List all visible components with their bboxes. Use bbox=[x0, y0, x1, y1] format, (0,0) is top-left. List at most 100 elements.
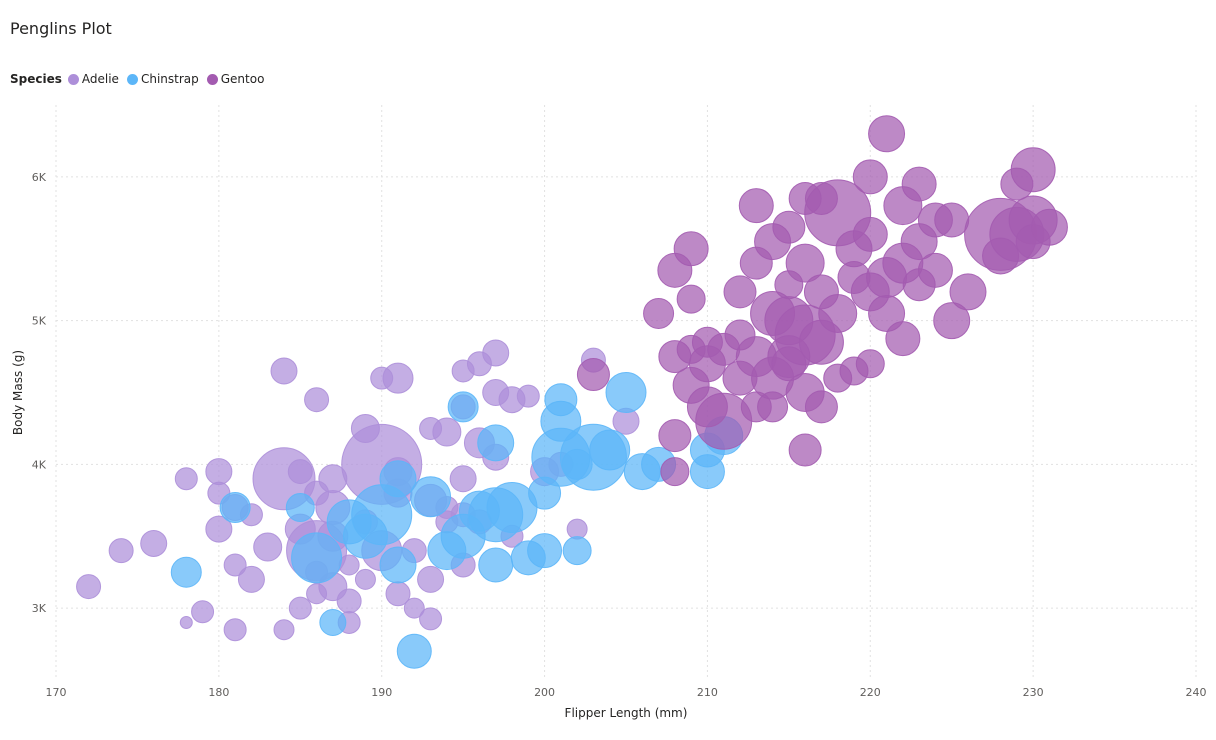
point-chinstrap[interactable] bbox=[527, 533, 563, 569]
legend-label-chinstrap: Chinstrap bbox=[140, 72, 199, 86]
point-gentoo[interactable] bbox=[738, 188, 774, 224]
point-gentoo[interactable] bbox=[902, 268, 936, 302]
x-axis-title: Flipper Length (mm) bbox=[565, 706, 688, 720]
point-adelie[interactable] bbox=[338, 554, 360, 576]
legend: Species Adelie Chinstrap Gentoo bbox=[10, 72, 272, 86]
point-gentoo[interactable] bbox=[754, 223, 792, 261]
point-gentoo[interactable] bbox=[658, 419, 692, 453]
point-adelie[interactable] bbox=[336, 588, 362, 614]
point-adelie[interactable] bbox=[108, 538, 134, 564]
point-gentoo[interactable] bbox=[852, 216, 888, 252]
point-adelie[interactable] bbox=[482, 339, 510, 367]
x-tick-label: 180 bbox=[208, 686, 229, 699]
legend-item-chinstrap[interactable]: Chinstrap bbox=[126, 72, 199, 86]
point-adelie[interactable] bbox=[403, 597, 425, 619]
point-adelie[interactable] bbox=[419, 607, 443, 631]
point-chinstrap[interactable] bbox=[319, 609, 347, 636]
chart-title: Penglins Plot bbox=[10, 19, 112, 38]
point-adelie[interactable] bbox=[287, 459, 313, 485]
point-adelie[interactable] bbox=[205, 515, 233, 543]
point-chinstrap[interactable] bbox=[170, 556, 202, 588]
point-adelie[interactable] bbox=[223, 553, 247, 577]
point-adelie[interactable] bbox=[273, 619, 295, 641]
x-tick-label: 200 bbox=[534, 686, 555, 699]
point-gentoo[interactable] bbox=[676, 284, 706, 314]
point-adelie[interactable] bbox=[140, 529, 168, 557]
x-tick-label: 220 bbox=[860, 686, 881, 699]
point-adelie[interactable] bbox=[237, 565, 265, 593]
point-chinstrap[interactable] bbox=[396, 633, 432, 669]
x-tick-label: 210 bbox=[697, 686, 718, 699]
point-adelie[interactable] bbox=[350, 413, 380, 443]
point-chinstrap[interactable] bbox=[478, 547, 514, 583]
point-chinstrap[interactable] bbox=[379, 546, 417, 584]
point-adelie[interactable] bbox=[516, 384, 540, 408]
point-gentoo[interactable] bbox=[933, 302, 971, 340]
point-gentoo[interactable] bbox=[757, 391, 789, 423]
y-axis-title: Body Mass (g) bbox=[11, 350, 25, 435]
point-gentoo[interactable] bbox=[723, 275, 757, 309]
x-tick-label: 190 bbox=[371, 686, 392, 699]
point-gentoo[interactable] bbox=[771, 346, 807, 382]
point-chinstrap[interactable] bbox=[291, 532, 343, 584]
point-chinstrap[interactable] bbox=[477, 424, 515, 462]
point-gentoo[interactable] bbox=[901, 166, 937, 202]
point-chinstrap[interactable] bbox=[589, 429, 631, 471]
y-tick-label: 4K bbox=[32, 458, 47, 471]
point-gentoo[interactable] bbox=[818, 293, 858, 333]
point-chinstrap[interactable] bbox=[447, 391, 479, 423]
data-points[interactable] bbox=[76, 115, 1068, 669]
point-adelie[interactable] bbox=[223, 618, 247, 642]
y-tick-label: 3K bbox=[32, 602, 47, 615]
point-gentoo[interactable] bbox=[885, 321, 921, 357]
x-tick-label: 170 bbox=[46, 686, 67, 699]
point-adelie[interactable] bbox=[253, 532, 283, 562]
point-gentoo[interactable] bbox=[934, 202, 970, 238]
point-adelie[interactable] bbox=[270, 357, 298, 385]
point-chinstrap[interactable] bbox=[605, 372, 647, 413]
point-gentoo[interactable] bbox=[949, 273, 987, 311]
point-adelie[interactable] bbox=[191, 600, 215, 624]
legend-swatch-adelie bbox=[67, 73, 79, 85]
point-adelie[interactable] bbox=[174, 467, 198, 491]
point-adelie[interactable] bbox=[288, 596, 312, 620]
point-gentoo[interactable] bbox=[868, 115, 906, 153]
point-adelie[interactable] bbox=[566, 518, 588, 540]
point-adelie[interactable] bbox=[179, 616, 193, 629]
legend-item-adelie[interactable]: Adelie bbox=[67, 72, 119, 86]
point-chinstrap[interactable] bbox=[285, 493, 315, 522]
point-adelie[interactable] bbox=[205, 458, 233, 486]
point-chinstrap[interactable] bbox=[410, 476, 452, 518]
point-adelie[interactable] bbox=[382, 362, 414, 394]
legend-label-gentoo: Gentoo bbox=[220, 72, 265, 86]
point-adelie[interactable] bbox=[417, 565, 445, 593]
point-gentoo[interactable] bbox=[785, 243, 825, 283]
point-gentoo[interactable] bbox=[673, 231, 709, 267]
point-gentoo[interactable] bbox=[855, 349, 885, 379]
point-gentoo[interactable] bbox=[576, 358, 610, 392]
point-gentoo[interactable] bbox=[852, 159, 888, 195]
point-gentoo[interactable] bbox=[868, 294, 906, 332]
point-gentoo[interactable] bbox=[1030, 208, 1068, 246]
point-gentoo[interactable] bbox=[804, 390, 838, 424]
point-gentoo[interactable] bbox=[643, 297, 675, 329]
axis-ticks: 170 180 190 200 210 220 230 240 3K 4K 5K 6K bbox=[32, 171, 1207, 699]
point-adelie[interactable] bbox=[432, 417, 462, 447]
point-adelie[interactable] bbox=[76, 574, 102, 600]
legend-item-gentoo[interactable]: Gentoo bbox=[206, 72, 265, 86]
point-chinstrap[interactable] bbox=[379, 460, 417, 498]
legend-swatch-gentoo bbox=[206, 73, 218, 85]
point-chinstrap[interactable] bbox=[219, 492, 251, 523]
point-adelie[interactable] bbox=[449, 465, 477, 493]
point-gentoo[interactable] bbox=[1010, 147, 1056, 193]
point-chinstrap[interactable] bbox=[562, 536, 592, 566]
point-adelie[interactable] bbox=[304, 387, 330, 413]
x-tick-label: 240 bbox=[1186, 686, 1207, 699]
y-tick-label: 6K bbox=[32, 171, 47, 184]
point-adelie[interactable] bbox=[354, 568, 376, 590]
point-gentoo[interactable] bbox=[788, 433, 822, 467]
legend-label-adelie: Adelie bbox=[81, 72, 119, 86]
legend-title: Species bbox=[10, 72, 62, 86]
point-gentoo[interactable] bbox=[660, 457, 690, 487]
